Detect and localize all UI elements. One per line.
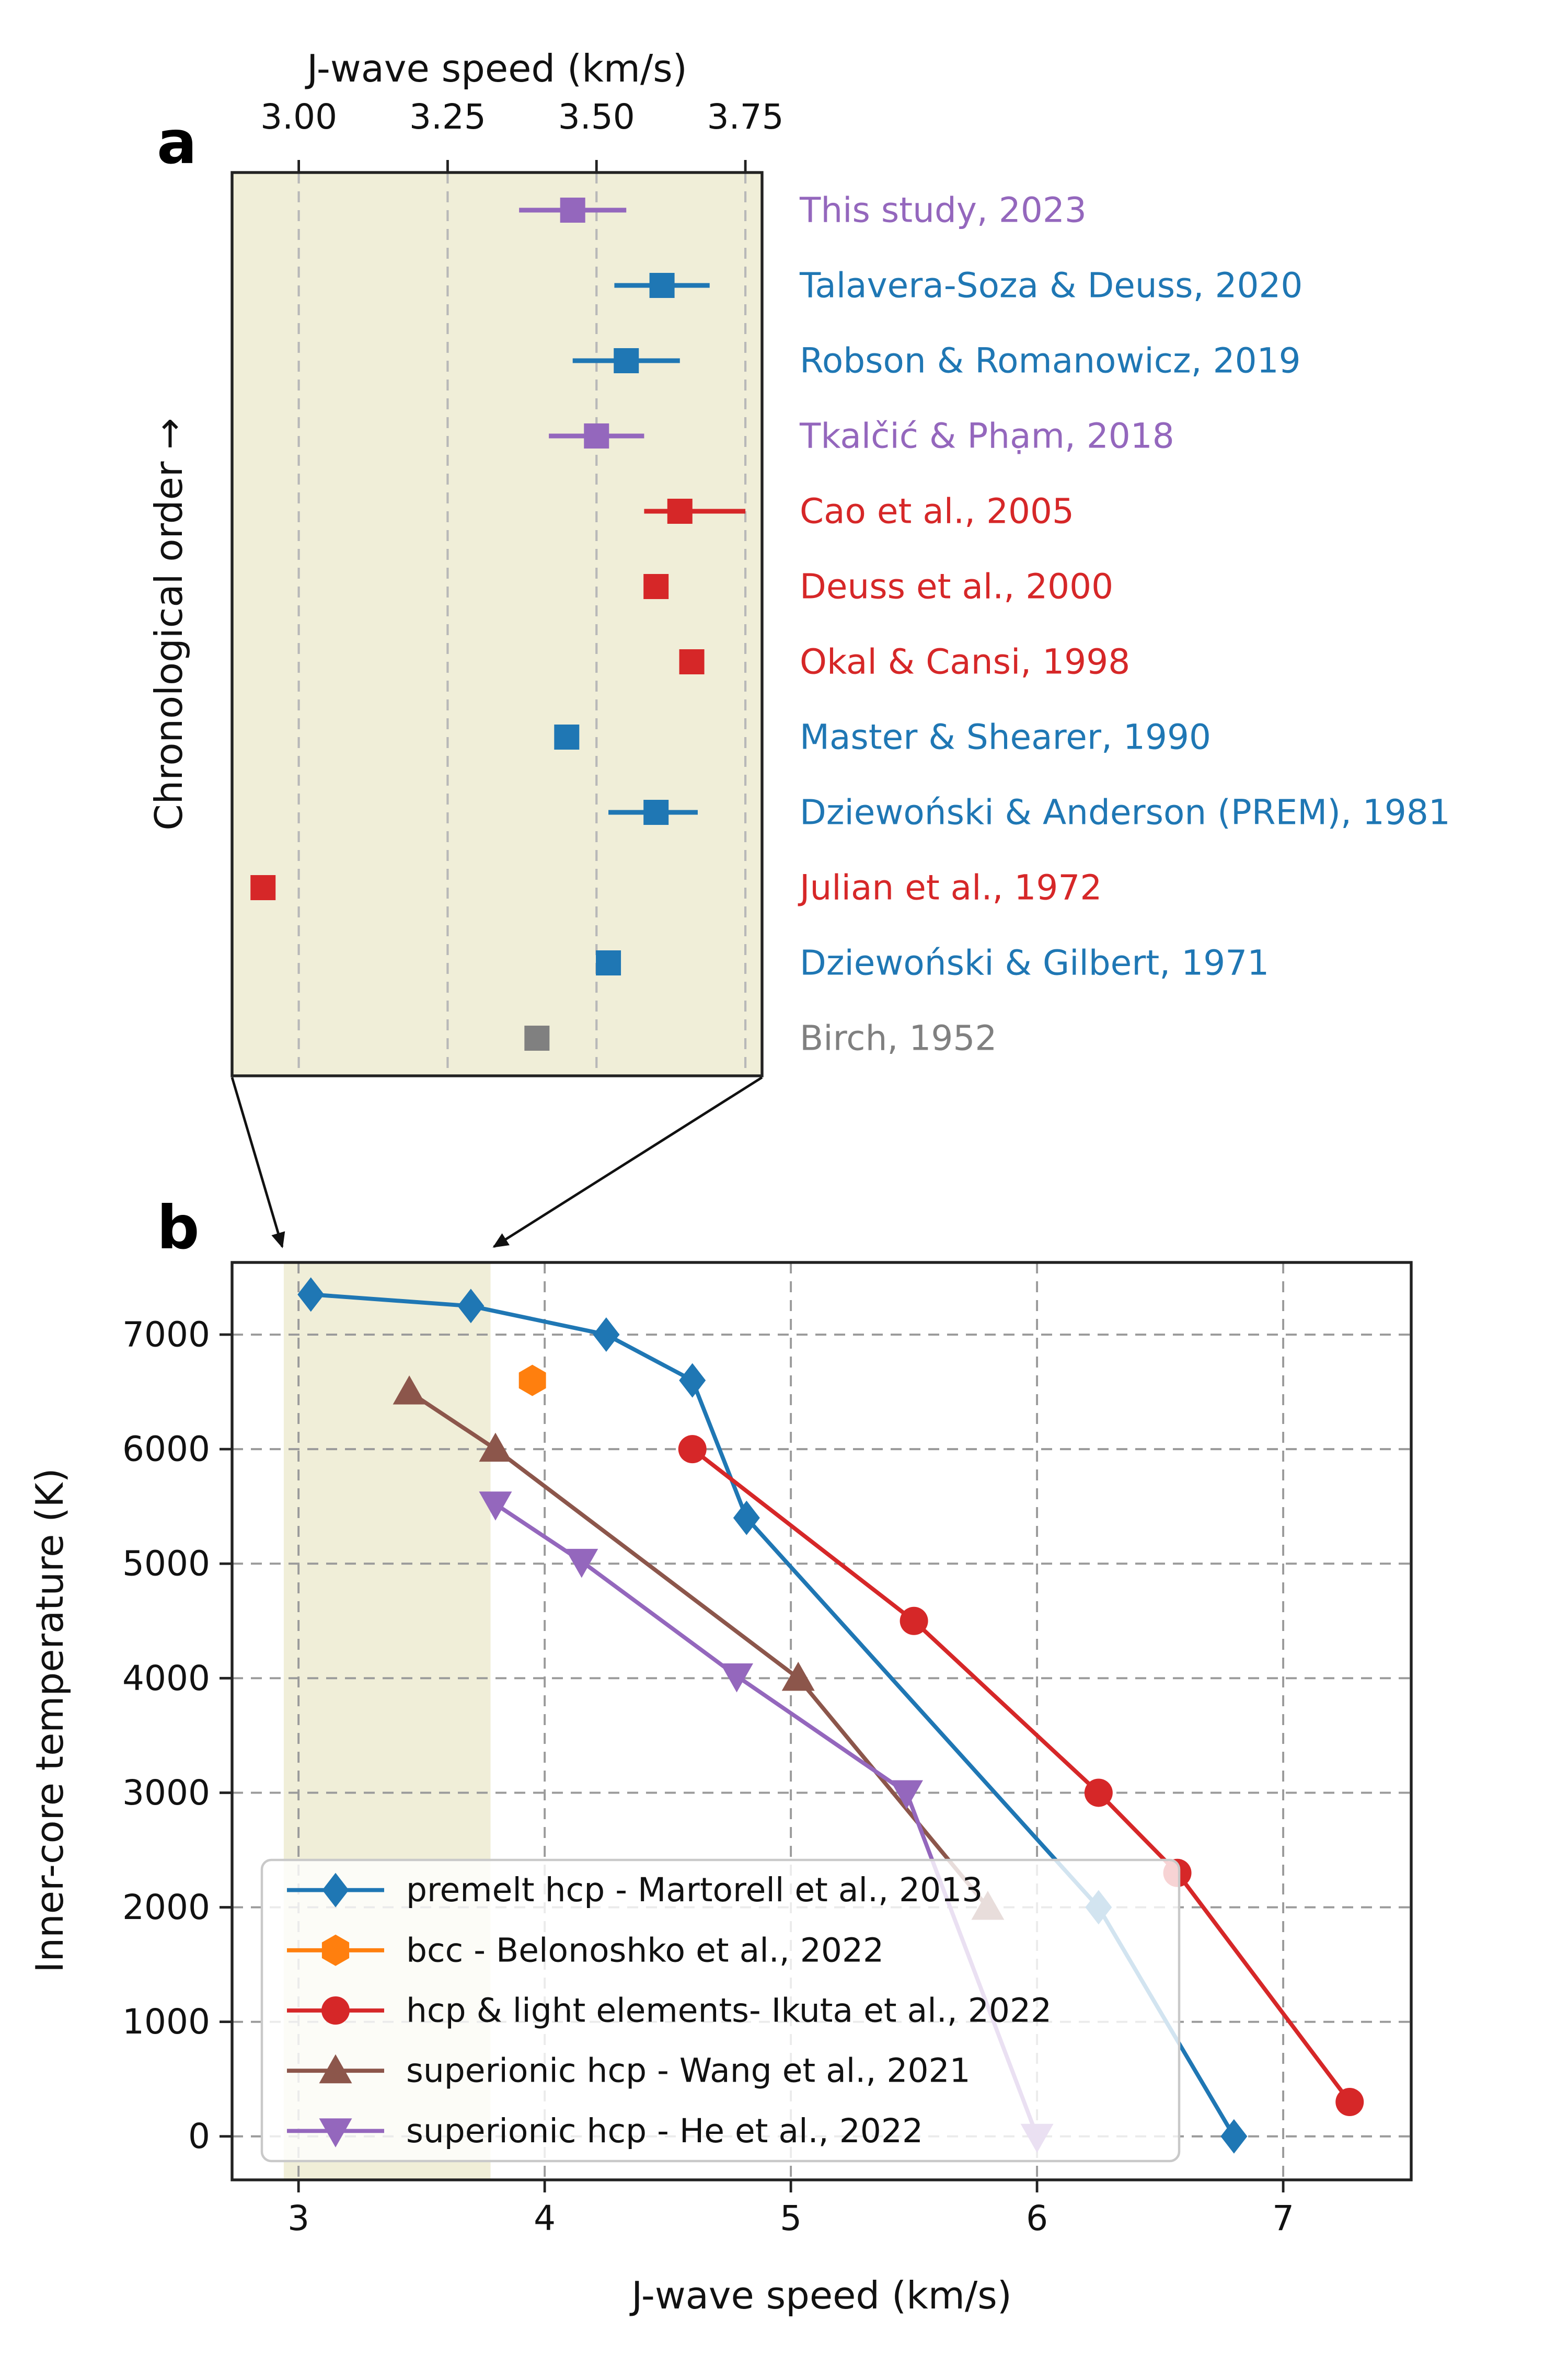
study-label: Cao et al., 2005 — [800, 491, 1074, 532]
legend-marker — [321, 1934, 350, 1966]
circle-marker — [1335, 2088, 1364, 2117]
series-line — [408, 1390, 990, 1909]
study-marker — [584, 423, 609, 449]
panel-b-frame — [230, 1261, 1413, 2181]
study-marker — [614, 348, 639, 373]
study-marker — [596, 950, 621, 975]
panel-b-xtick-label: 6 — [1026, 2198, 1048, 2238]
panel-a-plot-area — [232, 173, 762, 1076]
study-label: Dziewoński & Gilbert, 1971 — [800, 943, 1269, 983]
triangle-up-marker — [781, 1661, 815, 1691]
diamond-marker — [1220, 2119, 1248, 2154]
panel-b-ylabel: Inner-core temperature (K) — [28, 1468, 72, 1972]
circle-marker — [678, 1435, 707, 1464]
panel-b-ytick-label: 5000 — [122, 1544, 210, 1584]
panel-b-label: b — [157, 1193, 200, 1262]
diamond-marker — [457, 1289, 485, 1324]
zoom-connector-left — [230, 1077, 285, 1248]
panel-b-xtick-label: 7 — [1272, 2198, 1294, 2238]
triangle-down-marker — [565, 1548, 598, 1578]
study-label: Talavera-Soza & Deuss, 2020 — [799, 266, 1302, 306]
panel-b-ytick-label: 4000 — [122, 1658, 210, 1698]
study-marker — [560, 198, 585, 223]
panel-a-tick-label: 3.25 — [409, 97, 486, 137]
diamond-marker — [733, 1500, 760, 1535]
panel-b-xtick-label: 4 — [534, 2198, 556, 2238]
legend-label: superionic hcp - He et al., 2022 — [406, 2112, 923, 2150]
legend-label: premelt hcp - Martorell et al., 2013 — [406, 1871, 983, 1909]
circle-marker — [900, 1606, 928, 1635]
study-label: Julian et al., 1972 — [798, 868, 1102, 908]
study-label: Master & Shearer, 1990 — [800, 717, 1211, 757]
diamond-marker — [593, 1317, 620, 1352]
circle-marker — [1084, 1778, 1113, 1807]
panel-b-ytick-label: 2000 — [122, 1887, 210, 1927]
study-label: Robson & Romanowicz, 2019 — [800, 341, 1301, 381]
zoom-connector-right — [492, 1076, 763, 1248]
legend-marker — [321, 1996, 350, 2025]
legend-label: hcp & light elements- Ikuta et al., 2022 — [406, 1992, 1052, 2030]
triangle-down-marker — [890, 1780, 923, 1809]
hexagon-marker — [518, 1364, 546, 1396]
legend-label: bcc - Belonoshko et al., 2022 — [406, 1931, 884, 1969]
triangle-up-marker — [479, 1432, 512, 1462]
triangle-down-marker — [720, 1663, 754, 1693]
legend-marker — [319, 2054, 352, 2084]
study-marker — [524, 1026, 550, 1051]
legend-marker — [322, 1872, 349, 1908]
panel-a-ylabel: Chronological order → — [147, 418, 191, 830]
panel-a-tick-label: 3.00 — [260, 97, 337, 137]
triangle-up-marker — [393, 1375, 426, 1405]
legend-label: superionic hcp - Wang et al., 2021 — [406, 2052, 971, 2090]
study-marker — [643, 574, 669, 599]
study-marker — [250, 875, 276, 900]
study-marker — [554, 725, 580, 750]
study-label: Okal & Cansi, 1998 — [800, 642, 1130, 682]
study-marker — [679, 649, 705, 674]
panel-b-xlabel: J-wave speed (km/s) — [629, 2273, 1012, 2317]
panel-a-label: a — [157, 108, 197, 177]
study-label: Dziewoński & Anderson (PREM), 1981 — [800, 792, 1450, 833]
diamond-marker — [297, 1277, 325, 1312]
study-label: Deuss et al., 2000 — [800, 567, 1113, 607]
panel-b-xtick-label: 5 — [780, 2198, 802, 2238]
panel-b-ytick-label: 1000 — [122, 2002, 210, 2042]
panel-b-content: 3 4 5 6 7 0 1000 2000 3000 4000 5000 6000 7000 premel… — [122, 1262, 1411, 2238]
panel-a-tick-label: 3.75 — [707, 97, 784, 137]
study-marker — [643, 800, 669, 825]
legend-box — [260, 1858, 1181, 2163]
panel-a-frame — [230, 171, 764, 1077]
panel-b-xtick-label: 3 — [287, 2198, 309, 2238]
study-marker — [649, 273, 675, 298]
legend-marker — [319, 2118, 352, 2147]
panel-a-tick-label: 3.50 — [558, 97, 635, 137]
triangle-down-marker — [479, 1491, 512, 1521]
panel-a-axis-title: J-wave speed (km/s) — [305, 47, 687, 90]
panel-a-content: 3.00 3.25 3.50 3.75 This study, 2023 Talavera… — [250, 97, 1450, 1076]
panel-b-ytick-label: 7000 — [122, 1315, 210, 1355]
study-label: Tkalčić & Phạm, 2018 — [799, 416, 1174, 456]
diamond-marker — [679, 1363, 706, 1398]
zoom-connectors — [230, 1076, 763, 1248]
study-label: Birch, 1952 — [800, 1018, 997, 1059]
panel-b-ytick-label: 3000 — [122, 1773, 210, 1813]
study-marker — [667, 499, 693, 524]
study-label: This study, 2023 — [799, 190, 1087, 231]
panel-b-ytick-label: 0 — [188, 2116, 210, 2156]
panel-b-ytick-label: 6000 — [122, 1429, 210, 1469]
